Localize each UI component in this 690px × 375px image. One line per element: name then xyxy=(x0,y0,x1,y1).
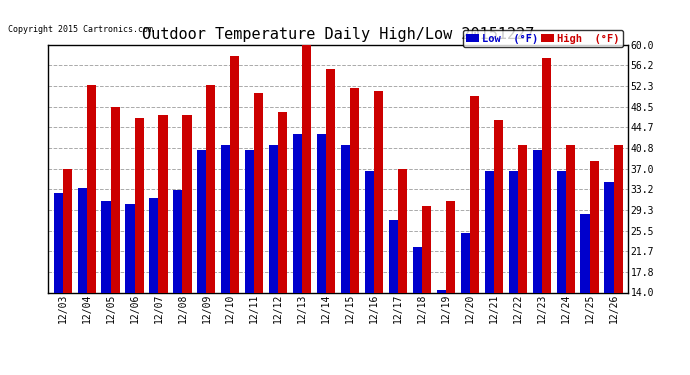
Bar xyxy=(437,290,446,292)
Bar xyxy=(302,45,311,292)
Bar xyxy=(566,144,575,292)
Bar xyxy=(494,120,503,292)
Bar xyxy=(461,233,470,292)
Bar xyxy=(389,220,398,292)
Bar xyxy=(126,204,135,292)
Bar xyxy=(110,107,119,292)
Bar xyxy=(101,201,110,292)
Bar xyxy=(135,118,144,292)
Bar xyxy=(484,171,494,292)
Bar xyxy=(533,150,542,292)
Bar xyxy=(278,112,287,292)
Bar xyxy=(255,93,264,292)
Bar xyxy=(326,69,335,292)
Bar xyxy=(518,144,527,292)
Bar xyxy=(365,171,374,292)
Bar xyxy=(470,96,479,292)
Bar xyxy=(293,134,302,292)
Bar xyxy=(604,182,613,292)
Bar xyxy=(580,214,589,292)
Bar xyxy=(589,160,599,292)
Bar xyxy=(149,198,159,292)
Bar xyxy=(413,247,422,292)
Bar xyxy=(77,188,87,292)
Text: Copyright 2015 Cartronics.com: Copyright 2015 Cartronics.com xyxy=(8,25,152,34)
Legend: Low  (°F), High  (°F): Low (°F), High (°F) xyxy=(463,30,622,47)
Bar xyxy=(398,169,407,292)
Bar xyxy=(245,150,255,292)
Bar xyxy=(221,144,230,292)
Bar xyxy=(542,58,551,292)
Bar xyxy=(182,115,192,292)
Bar xyxy=(173,190,182,292)
Bar xyxy=(159,115,168,292)
Bar xyxy=(317,134,326,292)
Bar xyxy=(446,201,455,292)
Bar xyxy=(557,171,566,292)
Bar xyxy=(230,56,239,292)
Bar xyxy=(509,171,518,292)
Bar xyxy=(613,144,622,292)
Bar xyxy=(341,144,350,292)
Bar xyxy=(374,91,383,292)
Bar xyxy=(197,150,206,292)
Bar xyxy=(350,88,359,292)
Bar xyxy=(269,144,278,292)
Bar xyxy=(63,169,72,292)
Bar xyxy=(87,86,96,292)
Bar xyxy=(206,86,215,292)
Title: Outdoor Temperature Daily High/Low 20151227: Outdoor Temperature Daily High/Low 20151… xyxy=(142,27,534,42)
Bar xyxy=(54,193,63,292)
Bar xyxy=(422,206,431,292)
